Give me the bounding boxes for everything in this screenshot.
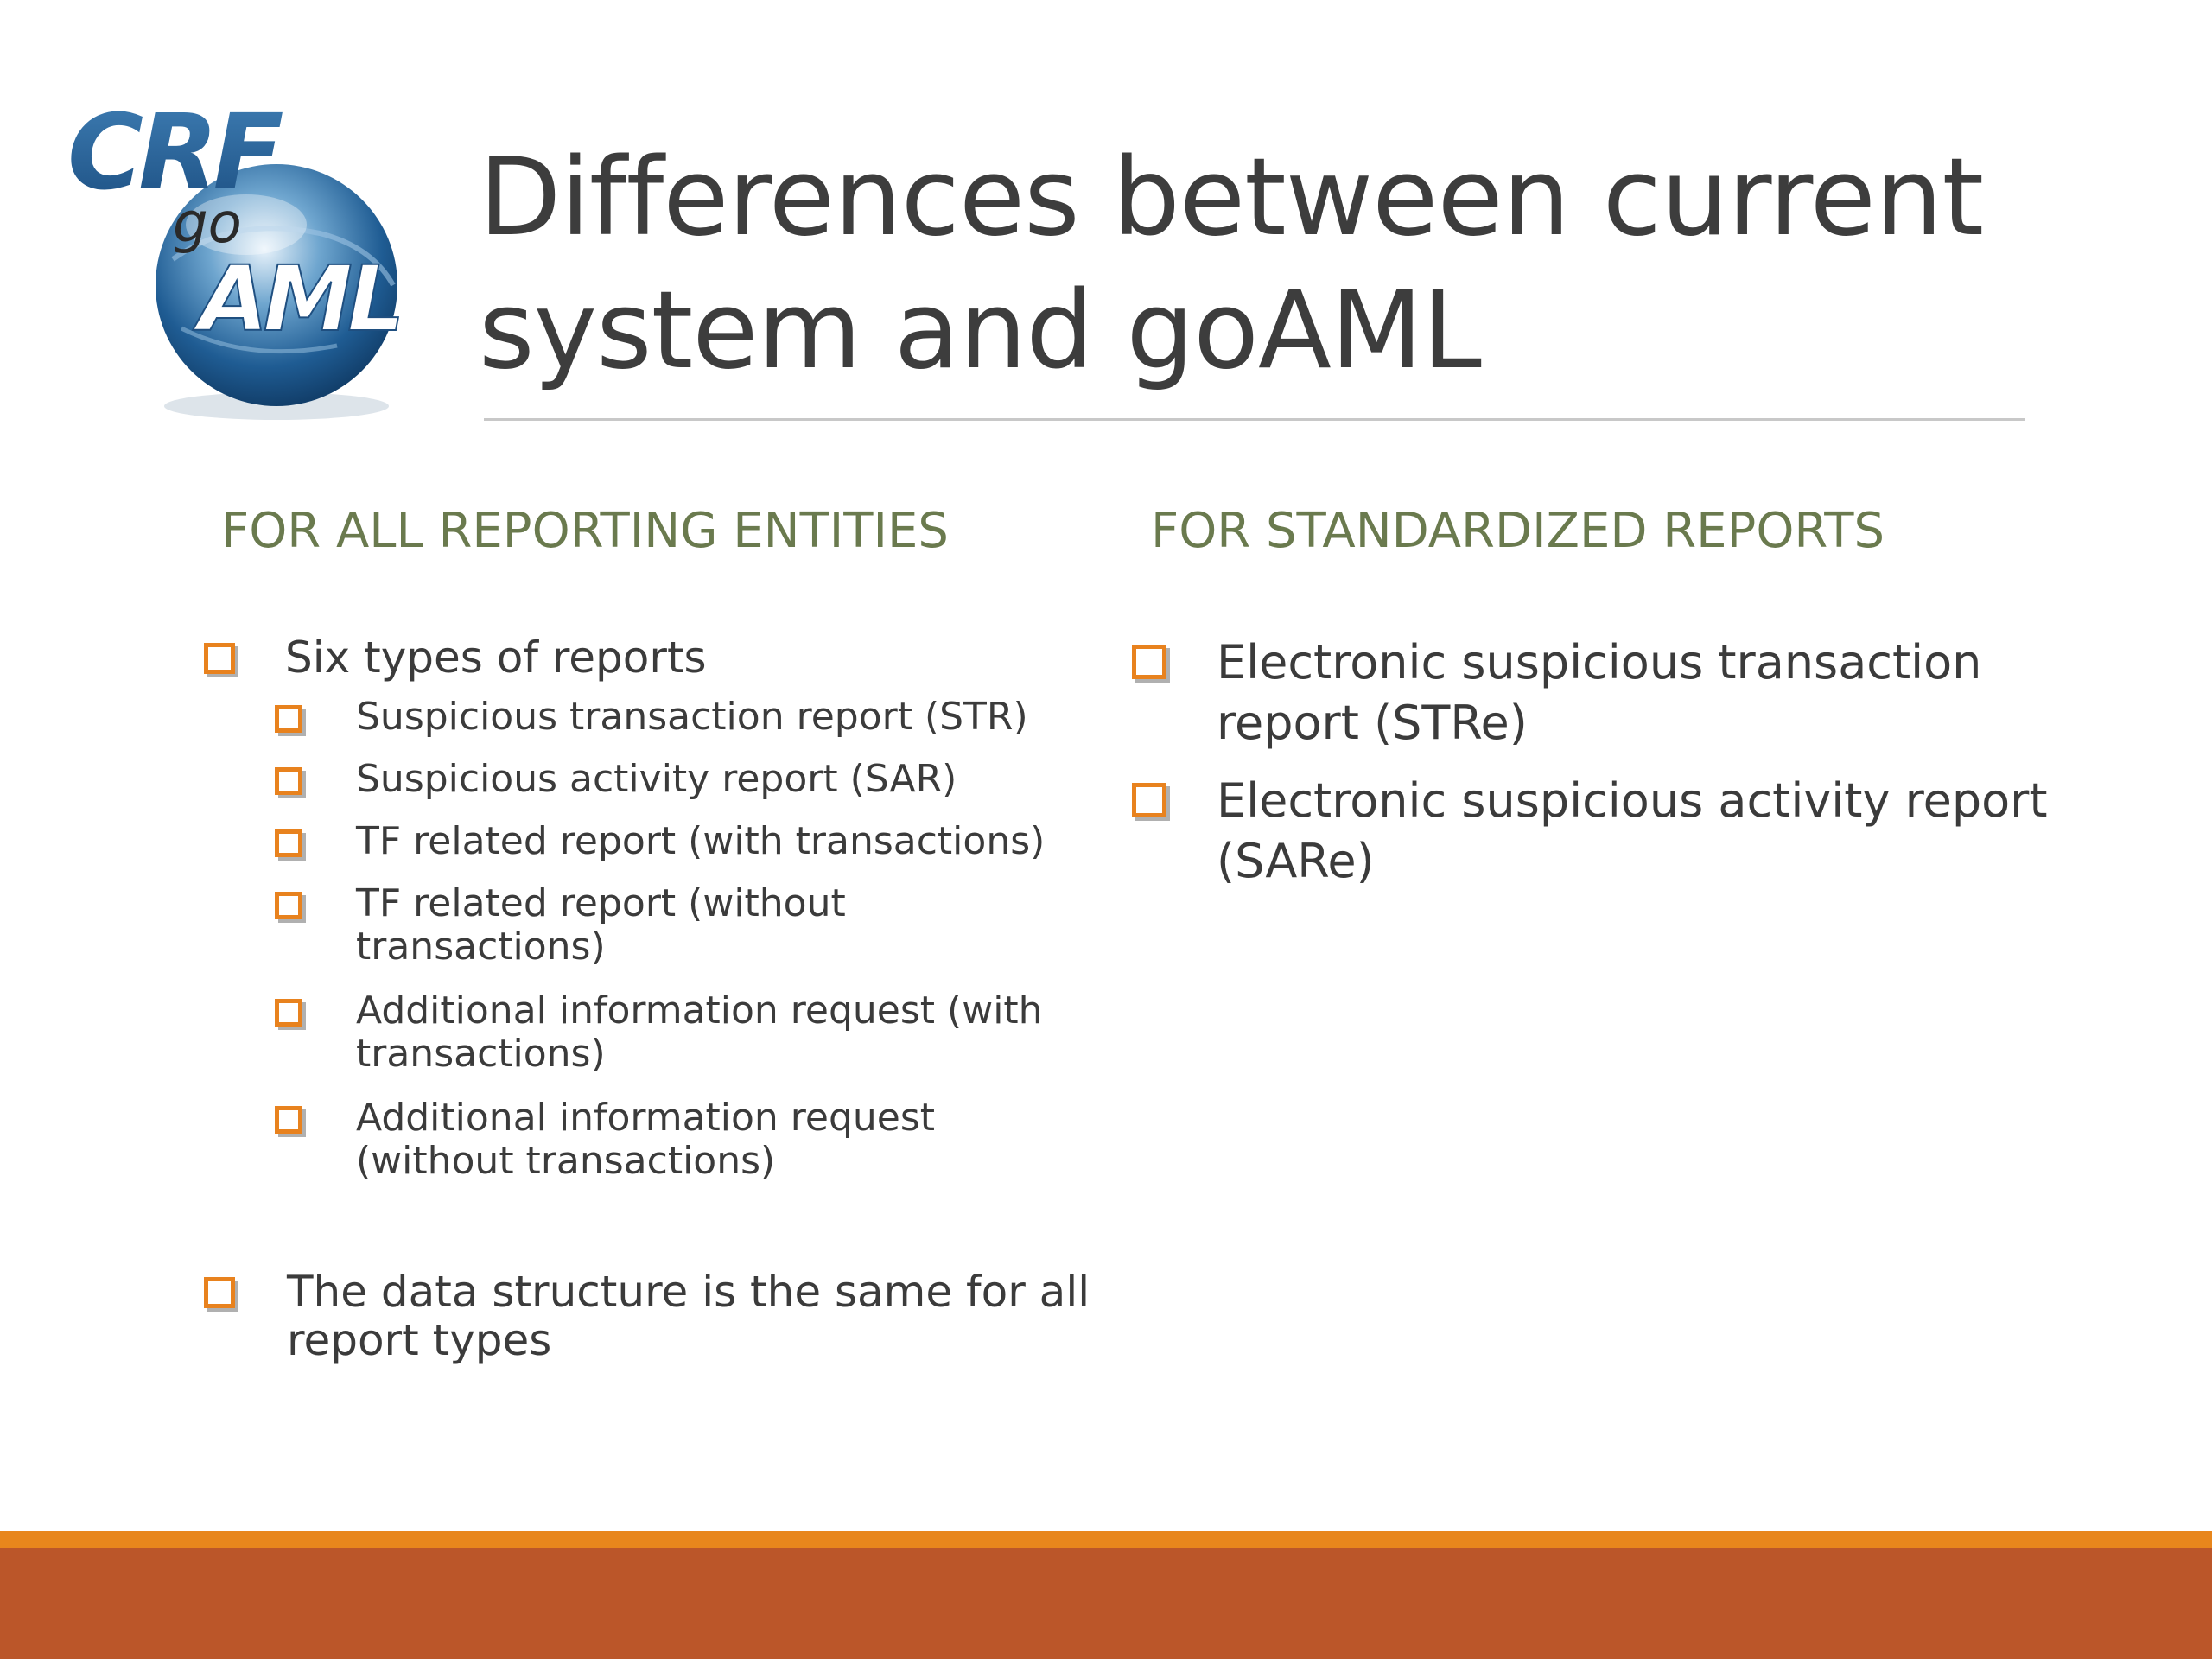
slide-title: Differences between current system and g…: [479, 131, 2051, 397]
right-list-item-text-line-2: (SARe): [1217, 834, 1375, 888]
sub-list-item-text-line-2: transactions): [356, 925, 606, 969]
slide-title-line-2: system and goAML: [479, 269, 1482, 393]
list-item-text-line-1: The data structure is the same for all: [287, 1267, 1090, 1317]
sub-list-item-text-line-2: transactions): [356, 1032, 606, 1076]
checkbox-bullet-icon: [275, 705, 302, 733]
list-item-text-line-2: report types: [287, 1315, 552, 1365]
sub-list-item-text: Suspicious transaction report (STR): [356, 695, 1028, 739]
sub-list-item-text-line-1: Additional information request: [356, 1096, 936, 1140]
footer-band: [0, 1548, 2212, 1659]
right-column-heading: FOR STANDARDIZED REPORTS: [1151, 503, 1885, 559]
sub-list-item-text: TF related report (with transactions): [356, 819, 1046, 863]
right-list-item-text-line-2: report (STRe): [1217, 696, 1528, 750]
crf-goaml-logo: CRF go AML: [60, 86, 441, 432]
logo-globe-icon: CRF go AML: [67, 93, 405, 420]
checkbox-bullet-icon: [204, 1277, 235, 1308]
sub-list-item-text-line-2: (without transactions): [356, 1139, 776, 1183]
checkbox-bullet-icon: [275, 999, 302, 1027]
checkbox-bullet-icon: [1132, 783, 1166, 817]
checkbox-bullet-icon: [275, 1106, 302, 1134]
left-column-heading: FOR ALL REPORTING ENTITIES: [221, 503, 949, 559]
logo-crf-text: CRF: [67, 93, 283, 213]
logo-go-text: go: [173, 192, 242, 256]
checkbox-bullet-icon: [1132, 645, 1166, 679]
sub-list-item-text-line-1: TF related report (without: [356, 881, 846, 925]
checkbox-bullet-icon: [275, 892, 302, 919]
list-item-text: Six types of reports: [285, 632, 707, 683]
title-divider: [484, 418, 2025, 421]
sub-list-item-text: Suspicious activity report (SAR): [356, 757, 957, 801]
slide-title-line-1: Differences between current: [479, 136, 1984, 260]
right-list-item-text-line-1: Electronic suspicious activity report: [1217, 773, 2048, 828]
sub-list-item-text-line-1: Additional information request (with: [356, 988, 1043, 1033]
checkbox-bullet-icon: [275, 830, 302, 857]
checkbox-bullet-icon: [275, 767, 302, 795]
logo-aml-text: AML: [193, 246, 399, 352]
footer-accent-band: [0, 1531, 2212, 1548]
checkbox-bullet-icon: [204, 643, 235, 674]
right-list-item-text-line-1: Electronic suspicious transaction: [1217, 635, 1982, 690]
